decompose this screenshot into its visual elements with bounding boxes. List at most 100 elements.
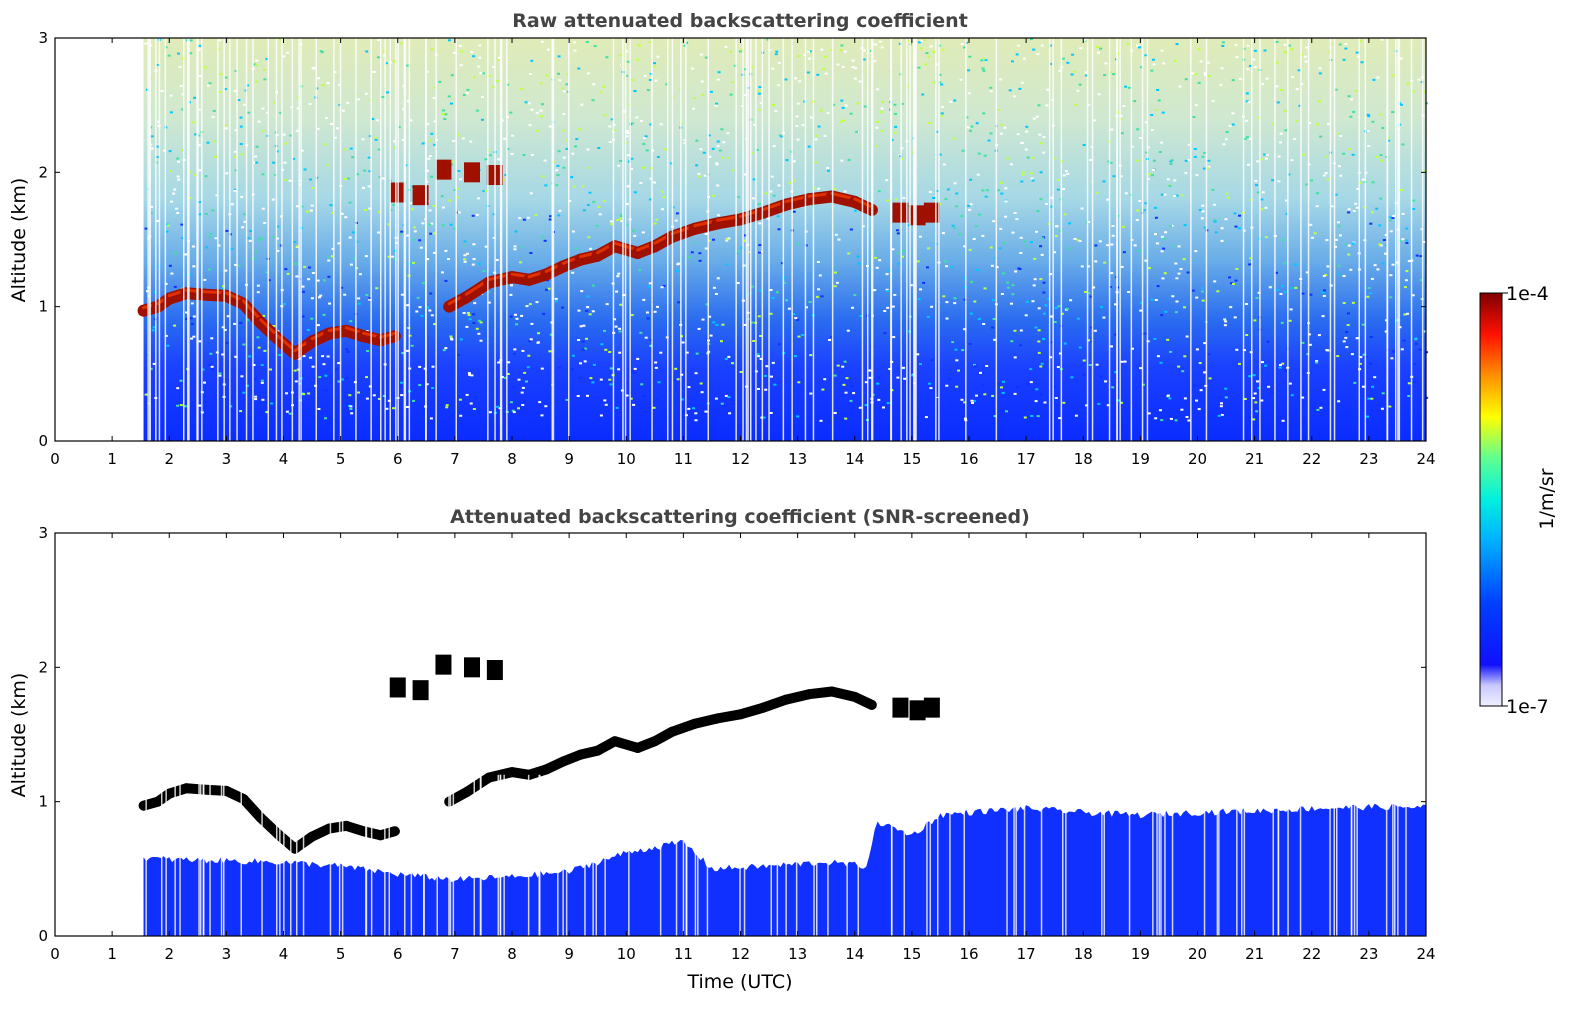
x-tick-label: 2: [164, 945, 174, 963]
noise-speckle: [677, 301, 680, 304]
noise-speckle: [211, 209, 215, 212]
noise-speckle: [724, 46, 728, 48]
noise-speckle: [1275, 40, 1279, 43]
noise-speckle: [1361, 323, 1365, 326]
noise-speckle: [306, 329, 310, 331]
data-gap: [499, 38, 502, 441]
noise-speckle: [468, 318, 472, 321]
noise-speckle: [1264, 206, 1268, 209]
noise-speckle: [732, 400, 736, 403]
panel-raw-title: Raw attenuated backscattering coefficien…: [512, 10, 968, 32]
data-gap: [500, 38, 503, 441]
noise-speckle: [374, 138, 378, 141]
noise-speckle: [487, 149, 491, 152]
data-gap: [397, 38, 399, 441]
noise-speckle: [815, 134, 819, 137]
noise-speckle: [990, 264, 994, 267]
noise-speckle: [540, 40, 544, 43]
noise-speckle: [604, 348, 608, 351]
noise-speckle: [788, 182, 792, 185]
noise-speckle: [442, 109, 446, 112]
noise-speckle: [1087, 221, 1091, 223]
noise-speckle: [1049, 356, 1052, 359]
noise-speckle: [750, 285, 754, 288]
noise-speckle: [237, 264, 241, 267]
noise-speckle: [1032, 284, 1036, 287]
noise-speckle: [1371, 120, 1375, 123]
noise-speckle: [1108, 286, 1112, 288]
data-gap: [404, 38, 407, 441]
noise-speckle: [969, 203, 973, 206]
noise-speckle: [1001, 380, 1005, 383]
noise-speckle: [406, 406, 410, 408]
noise-speckle: [1178, 85, 1182, 88]
data-gap: [1385, 774, 1388, 936]
noise-speckle: [1220, 67, 1224, 70]
data-gap: [1015, 774, 1017, 936]
noise-speckle: [400, 381, 404, 384]
noise-speckle: [385, 407, 389, 410]
noise-speckle: [973, 363, 976, 366]
noise-speckle: [1400, 189, 1403, 192]
data-gap: [365, 774, 367, 936]
noise-speckle: [729, 93, 733, 96]
noise-speckle: [558, 366, 561, 369]
data-gap: [742, 38, 744, 441]
noise-speckle: [1182, 258, 1186, 261]
noise-speckle: [654, 361, 658, 364]
noise-speckle: [255, 80, 259, 83]
noise-speckle: [839, 49, 843, 52]
noise-speckle: [856, 255, 860, 258]
noise-speckle: [1391, 217, 1395, 219]
noise-speckle: [589, 247, 593, 250]
data-gap: [338, 774, 341, 936]
noise-speckle: [1037, 104, 1041, 107]
data-gap: [1158, 774, 1160, 936]
noise-speckle: [1225, 192, 1229, 195]
noise-speckle: [257, 346, 261, 349]
noise-speckle: [633, 191, 637, 194]
noise-speckle: [720, 340, 723, 343]
noise-speckle: [776, 84, 780, 87]
noise-speckle: [935, 242, 939, 245]
noise-speckle: [320, 51, 324, 54]
noise-speckle: [269, 368, 272, 371]
noise-speckle: [940, 112, 944, 115]
noise-speckle: [1378, 243, 1382, 246]
noise-speckle: [1290, 394, 1294, 397]
noise-speckle: [334, 368, 338, 371]
noise-speckle: [715, 323, 719, 326]
noise-speckle: [173, 285, 177, 288]
data-gap: [592, 774, 594, 936]
noise-speckle: [245, 384, 249, 387]
noise-speckle: [384, 62, 388, 65]
noise-speckle: [639, 331, 643, 334]
noise-speckle: [983, 287, 987, 290]
noise-speckle: [1150, 69, 1154, 72]
noise-speckle: [1169, 350, 1173, 353]
noise-speckle: [283, 303, 287, 305]
data-gap: [240, 774, 242, 936]
noise-speckle: [927, 247, 931, 250]
noise-speckle: [1008, 89, 1012, 92]
noise-speckle: [1191, 72, 1195, 75]
cloud-patch: [464, 162, 481, 183]
noise-speckle: [173, 188, 177, 191]
noise-speckle: [1110, 345, 1113, 348]
noise-speckle: [475, 213, 479, 216]
data-gap: [857, 774, 859, 936]
noise-speckle: [576, 395, 580, 397]
noise-speckle: [727, 355, 731, 358]
noise-speckle: [1375, 155, 1379, 158]
x-tick-label: 2: [164, 450, 174, 468]
noise-speckle: [1056, 188, 1060, 191]
noise-speckle: [819, 109, 823, 112]
noise-speckle: [225, 229, 229, 232]
data-gap: [697, 774, 699, 936]
noise-speckle: [938, 81, 942, 84]
noise-speckle: [893, 293, 897, 296]
noise-speckle: [945, 265, 949, 268]
noise-speckle: [772, 194, 776, 197]
noise-speckle: [603, 329, 606, 332]
noise-speckle: [1034, 400, 1038, 403]
